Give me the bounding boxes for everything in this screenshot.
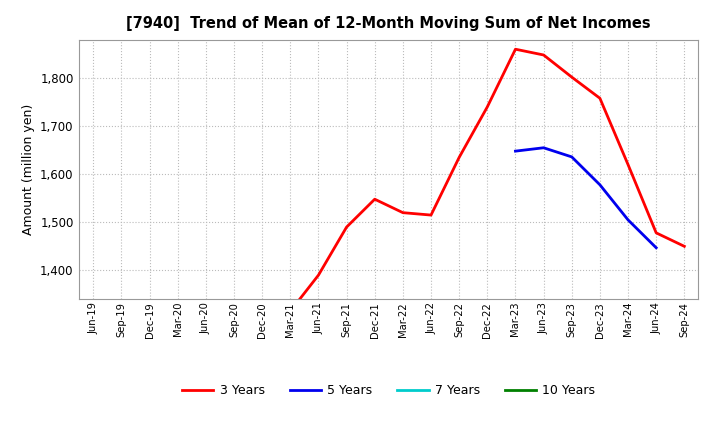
Y-axis label: Amount (million yen): Amount (million yen) bbox=[22, 104, 35, 235]
Title: [7940]  Trend of Mean of 12-Month Moving Sum of Net Incomes: [7940] Trend of Mean of 12-Month Moving … bbox=[127, 16, 651, 32]
Legend: 3 Years, 5 Years, 7 Years, 10 Years: 3 Years, 5 Years, 7 Years, 10 Years bbox=[177, 379, 600, 402]
